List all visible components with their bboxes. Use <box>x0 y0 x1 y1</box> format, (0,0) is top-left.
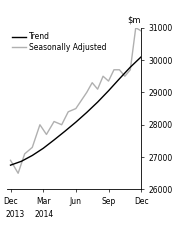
Seasonally Adjusted <box>108 80 110 82</box>
Seasonally Adjusted <box>113 68 115 71</box>
Seasonally Adjusted <box>61 123 63 126</box>
Trend <box>140 55 142 58</box>
Seasonally Adjusted <box>96 88 99 91</box>
Seasonally Adjusted <box>91 81 93 84</box>
Seasonally Adjusted <box>31 146 33 149</box>
Seasonally Adjusted <box>129 68 131 71</box>
Seasonally Adjusted <box>75 107 77 110</box>
Trend <box>31 154 33 157</box>
Text: 2014: 2014 <box>34 210 53 219</box>
Seasonally Adjusted <box>24 152 26 155</box>
Trend <box>129 66 131 69</box>
Seasonally Adjusted <box>140 30 142 32</box>
Trend <box>96 101 99 103</box>
Trend <box>118 77 121 80</box>
Legend: Trend, Seasonally Adjusted: Trend, Seasonally Adjusted <box>11 32 107 53</box>
Seasonally Adjusted <box>80 99 82 102</box>
Line: Seasonally Adjusted: Seasonally Adjusted <box>10 28 141 173</box>
Trend <box>20 160 22 163</box>
Trend <box>42 147 44 150</box>
Trend <box>108 89 110 92</box>
Seasonally Adjusted <box>124 75 126 78</box>
Trend <box>9 164 12 167</box>
Seasonally Adjusted <box>53 120 55 123</box>
Seasonally Adjusted <box>45 133 48 136</box>
Text: 2013: 2013 <box>6 210 25 219</box>
Line: Trend: Trend <box>10 57 141 165</box>
Text: $m: $m <box>128 15 141 24</box>
Seasonally Adjusted <box>135 26 137 29</box>
Trend <box>64 130 66 133</box>
Trend <box>86 111 88 114</box>
Trend <box>53 139 55 141</box>
Seasonally Adjusted <box>39 123 41 126</box>
Seasonally Adjusted <box>9 159 12 162</box>
Trend <box>75 121 77 124</box>
Seasonally Adjusted <box>17 172 19 175</box>
Seasonally Adjusted <box>86 91 88 94</box>
Seasonally Adjusted <box>67 110 69 113</box>
Seasonally Adjusted <box>102 75 104 78</box>
Seasonally Adjusted <box>118 68 121 71</box>
